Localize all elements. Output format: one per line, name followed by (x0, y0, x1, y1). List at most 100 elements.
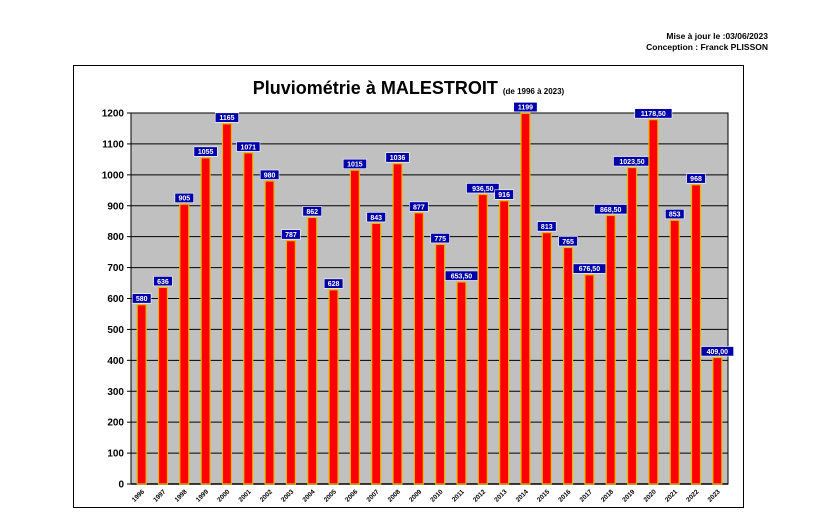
data-label: 580 (136, 296, 148, 303)
data-label-box (409, 201, 429, 212)
x-tick-label: 2000 (216, 488, 231, 503)
x-tick-label: 2006 (344, 488, 359, 503)
bar (349, 169, 360, 485)
bar (200, 157, 211, 485)
header-meta: Mise à jour le :03/06/2023 Conception : … (646, 31, 768, 52)
bar (371, 222, 382, 485)
data-label: 853 (669, 212, 681, 219)
data-label-box (236, 141, 261, 152)
y-tick-label: 100 (107, 449, 124, 460)
bar (413, 212, 424, 485)
x-tick-label: 2005 (323, 488, 338, 503)
bar (157, 286, 169, 485)
x-tick-label: 2010 (429, 488, 444, 503)
data-label-box (664, 208, 685, 220)
data-label-box (385, 152, 410, 163)
bar (499, 200, 510, 485)
data-label-box (131, 293, 152, 304)
data-label: 1055 (198, 149, 214, 156)
data-label: 868,50 (600, 207, 622, 214)
data-label-box (494, 189, 514, 200)
x-tick-label: 1997 (152, 488, 167, 503)
data-label-box (430, 233, 450, 244)
x-tick-label: 1999 (195, 488, 210, 503)
bar (264, 180, 275, 485)
x-tick-label: 2013 (493, 488, 508, 503)
data-label-box (174, 192, 195, 204)
bar (626, 166, 638, 485)
y-tick-label: 500 (107, 325, 124, 336)
data-label: 1015 (347, 162, 363, 169)
update-date: Mise à jour le :03/06/2023 (666, 31, 768, 41)
data-label-box (558, 236, 578, 247)
data-label-box (153, 276, 173, 287)
x-tick-label: 2003 (280, 488, 295, 503)
data-label: 775 (434, 236, 446, 243)
data-label: 1023,50 (619, 159, 644, 166)
bar (669, 219, 680, 485)
y-tick-label: 400 (107, 356, 124, 367)
x-tick-label: 2012 (472, 488, 487, 503)
data-label-box (193, 146, 218, 157)
data-label-box (634, 108, 673, 119)
bar (584, 274, 595, 485)
bar (179, 203, 190, 485)
data-label: 787 (285, 232, 297, 239)
x-tick-label: 1998 (174, 488, 189, 503)
data-label-box (214, 112, 239, 123)
data-label-box (366, 212, 386, 223)
y-tick-label: 0 (118, 480, 124, 491)
data-label: 843 (370, 215, 382, 222)
data-label: 676,50 (579, 266, 601, 273)
bar (307, 216, 318, 485)
bar (648, 119, 659, 485)
x-tick-label: 2016 (557, 488, 572, 503)
data-label-box (513, 102, 538, 113)
data-label-box (466, 183, 500, 194)
y-tick-label: 700 (107, 263, 124, 274)
bar (243, 152, 254, 485)
bar (392, 163, 403, 485)
x-tick-label: 2015 (536, 488, 551, 503)
data-label: 980 (264, 172, 276, 179)
data-label-box (281, 229, 301, 240)
bar (605, 214, 616, 485)
x-tick-label: 2019 (621, 488, 636, 503)
y-tick-label: 900 (107, 201, 124, 212)
data-label-box (686, 173, 706, 184)
data-label-box (259, 169, 280, 180)
data-label: 1178,50 (641, 111, 666, 118)
bar (712, 356, 723, 485)
x-tick-label: 2011 (451, 488, 466, 503)
bar (285, 240, 296, 485)
bar (541, 232, 552, 485)
x-tick-label: 2021 (664, 488, 679, 503)
data-label: 968 (690, 176, 702, 183)
data-label: 1199 (518, 105, 533, 112)
data-label: 905 (178, 196, 190, 203)
x-tick-label: 2020 (643, 488, 658, 503)
data-label: 653,50 (451, 273, 473, 280)
x-tick-label: 2008 (387, 488, 402, 503)
x-tick-label: 2014 (515, 488, 530, 503)
y-tick-label: 1200 (102, 109, 125, 120)
data-label: 862 (306, 209, 318, 216)
x-tick-label: 2001 (238, 488, 253, 503)
data-label-box (342, 158, 367, 169)
chart-container: Pluviométrie à MALESTROIT (de 1996 à 202… (73, 65, 744, 508)
x-tick-label: 2018 (600, 488, 615, 503)
x-tick-label: 2007 (365, 488, 380, 503)
x-tick-label: 2023 (707, 488, 722, 503)
data-label-box (700, 346, 734, 357)
author-credit: Conception : Franck PLISSON (646, 41, 768, 52)
x-tick-label: 2022 (685, 488, 700, 503)
data-label-box (323, 278, 344, 289)
chart-subtitle: (de 1996 à 2023) (502, 87, 565, 96)
bar (690, 184, 702, 485)
data-label: 813 (541, 224, 553, 231)
data-label: 936,50 (472, 186, 494, 193)
y-tick-label: 200 (107, 418, 124, 429)
bar (136, 304, 147, 485)
data-label: 1036 (390, 155, 406, 162)
data-label: 1165 (219, 115, 234, 122)
